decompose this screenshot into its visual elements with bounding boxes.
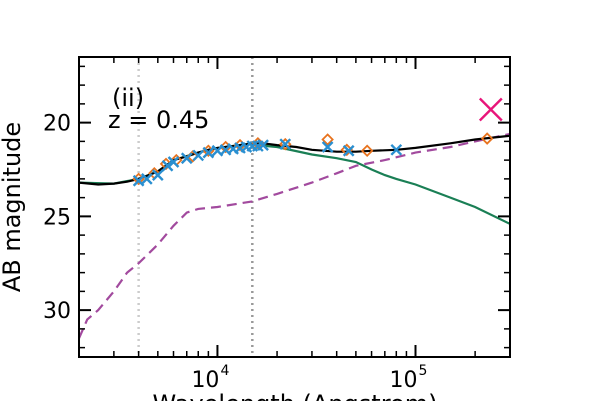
observed-point-4 <box>167 156 180 168</box>
y-tick-label-0: 20 <box>43 112 71 137</box>
observed-point-0 <box>132 174 145 187</box>
x-axis-label: Wavelength (Angstrom) <box>153 390 438 401</box>
x-tick-label-1: 10 <box>390 368 418 393</box>
y-tick-label-2: 30 <box>43 299 71 324</box>
x-tick-exponent-1: 5 <box>419 363 428 379</box>
observed-point-6 <box>192 149 205 162</box>
model-point-13 <box>480 132 494 145</box>
x-tick-exponent-0: 4 <box>220 363 229 379</box>
observed-point-19 <box>390 143 403 156</box>
observed-point-1 <box>140 173 153 185</box>
observed-point-18 <box>342 144 355 157</box>
upper-point <box>478 97 503 122</box>
series-layer <box>79 132 510 339</box>
reference-lines <box>137 57 254 357</box>
observed-point-5 <box>180 152 193 165</box>
model-point-12 <box>360 144 374 158</box>
panel-label: (ii) <box>112 84 144 112</box>
points-layer <box>132 132 494 187</box>
observed-point-16 <box>279 138 292 151</box>
plot-frame <box>78 56 511 358</box>
observed-point-2 <box>151 169 164 181</box>
y-axis-label: AB magnitude <box>0 122 26 292</box>
series-component_green <box>79 143 510 225</box>
model-point-10 <box>321 133 334 146</box>
y-tick-label-1: 25 <box>43 205 71 230</box>
x-tick-label-0: 10 <box>191 368 219 393</box>
observed-point-15 <box>257 139 269 151</box>
observed-point-17 <box>321 141 334 153</box>
series-component_purple <box>79 132 510 339</box>
redshift-annotation: z = 0.45 <box>108 106 209 134</box>
observed-point-3 <box>161 159 174 172</box>
observed-point-7 <box>202 146 215 159</box>
